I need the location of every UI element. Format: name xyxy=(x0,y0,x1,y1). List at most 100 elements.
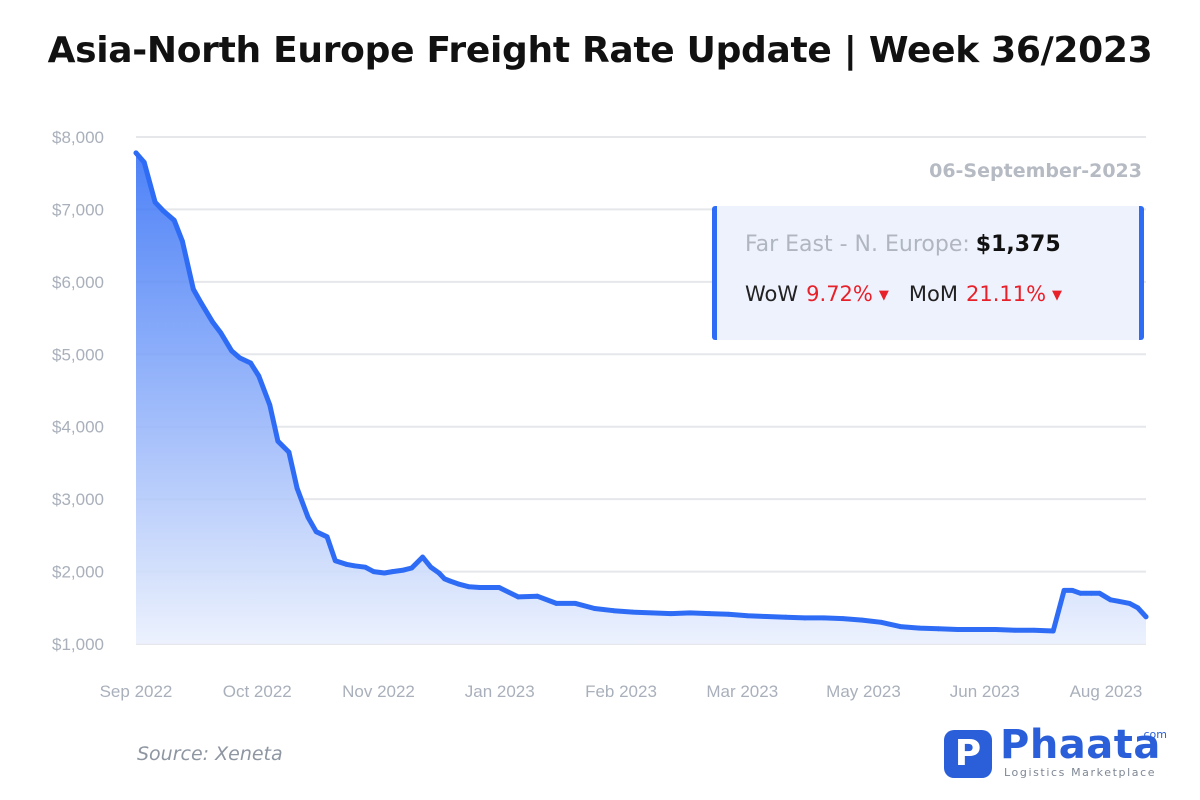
x-tick-label: Sep 2022 xyxy=(100,682,173,701)
data-point xyxy=(256,373,262,379)
data-point xyxy=(1031,627,1037,633)
data-point xyxy=(1012,627,1018,633)
caret-down-icon: ▼ xyxy=(878,288,889,303)
data-point xyxy=(313,529,319,535)
data-point xyxy=(783,614,789,620)
logo-domain: .com xyxy=(1140,728,1167,741)
data-point xyxy=(630,609,636,615)
x-tick-label: Jan 2023 xyxy=(465,682,535,701)
data-point xyxy=(745,613,750,619)
data-point xyxy=(936,626,941,632)
data-point xyxy=(993,627,999,632)
data-point xyxy=(611,608,617,614)
x-tick-label: Oct 2022 xyxy=(223,682,292,701)
x-tick-label: Aug 2023 xyxy=(1070,682,1143,701)
data-point xyxy=(275,438,281,444)
data-point xyxy=(974,627,980,632)
data-point xyxy=(390,569,395,574)
y-tick-label: $2,000 xyxy=(52,563,104,582)
x-tick-label: Jun 2023 xyxy=(950,682,1020,701)
data-point xyxy=(1050,628,1056,634)
wow-label: WoW xyxy=(745,282,799,306)
data-point xyxy=(442,576,447,582)
data-point xyxy=(152,199,158,205)
data-point xyxy=(210,319,215,325)
data-point xyxy=(725,611,731,617)
data-point xyxy=(294,485,300,491)
x-axis: Sep 2022 Oct 2022 Nov 2022 Jan 2023 Feb 2023… xyxy=(100,682,1143,701)
data-point xyxy=(141,159,147,165)
x-tick-label: Nov 2022 xyxy=(342,682,415,701)
data-point xyxy=(180,238,185,244)
data-point xyxy=(267,402,273,408)
data-point xyxy=(802,615,808,621)
data-point xyxy=(878,619,884,625)
data-point xyxy=(332,558,338,564)
data-point xyxy=(821,615,827,621)
data-point xyxy=(466,584,472,590)
data-point xyxy=(420,554,426,560)
data-point xyxy=(1061,588,1067,593)
rate-summary-card: Far East - N. Europe: $1,375 WoW 9.72% ▼ MoM… xyxy=(712,206,1144,340)
data-point xyxy=(917,625,922,631)
data-point xyxy=(324,534,330,540)
y-tick-label: $5,000 xyxy=(52,345,104,364)
data-point xyxy=(286,449,292,455)
data-point xyxy=(1089,590,1094,596)
data-point xyxy=(1097,590,1102,596)
data-point xyxy=(515,594,521,600)
data-point xyxy=(160,208,166,214)
y-tick-label: $7,000 xyxy=(52,200,104,219)
info-date: 06-September-2023 xyxy=(929,160,1142,182)
data-point xyxy=(668,611,674,616)
y-tick-label: $8,000 xyxy=(52,128,104,147)
y-tick-label: $6,000 xyxy=(52,273,104,292)
data-point xyxy=(133,150,139,156)
data-point xyxy=(1143,614,1149,620)
chart-title: Asia-North Europe Freight Rate Update | … xyxy=(47,30,1153,71)
rate-area xyxy=(136,152,1146,644)
data-point xyxy=(218,330,224,335)
logo-mark-icon: P xyxy=(944,730,992,778)
data-point xyxy=(447,578,453,584)
data-point xyxy=(190,286,196,292)
y-tick-label: $4,000 xyxy=(52,418,104,437)
data-point xyxy=(362,564,368,570)
caret-down-icon: ▼ xyxy=(1052,288,1063,303)
y-tick-label: $3,000 xyxy=(52,490,104,509)
route-label: Far East - N. Europe: xyxy=(745,232,970,257)
data-point xyxy=(436,570,442,576)
data-point xyxy=(706,611,712,616)
data-point xyxy=(409,565,415,571)
data-point xyxy=(1069,588,1075,593)
y-tick-label: $1,000 xyxy=(52,635,104,654)
data-point xyxy=(351,563,357,569)
data-point xyxy=(592,606,597,611)
wow-value: 9.72% xyxy=(806,282,873,306)
data-point xyxy=(455,581,461,587)
data-point xyxy=(553,601,559,606)
rate-line xyxy=(133,150,1149,634)
mom-label: MoM xyxy=(908,282,958,306)
data-point xyxy=(496,585,502,590)
y-axis: $1,000 $2,000 $3,000 $4,000 $5,000 $6,000 $7,0… xyxy=(52,128,104,654)
route-value: $1,375 xyxy=(975,232,1061,257)
data-point xyxy=(859,617,865,623)
data-point xyxy=(229,348,234,354)
data-point xyxy=(1135,605,1141,611)
x-tick-label: Feb 2023 xyxy=(585,682,657,701)
data-point xyxy=(199,301,204,306)
data-point xyxy=(573,601,578,606)
data-point xyxy=(764,614,769,619)
change-row: WoW 9.72% ▼ MoM 21.11% ▼ xyxy=(745,282,1062,306)
data-point xyxy=(1108,597,1113,603)
data-point xyxy=(897,624,903,630)
logo-tagline: Logistics Marketplace xyxy=(1004,766,1157,779)
data-point xyxy=(955,627,961,632)
data-point xyxy=(305,514,311,520)
source-note: Source: Xeneta xyxy=(137,743,283,765)
mom-value: 21.11% xyxy=(965,282,1047,306)
phaata-logo: P Phaata .com Logistics Marketplace xyxy=(944,722,1167,784)
data-point xyxy=(371,569,376,574)
data-point xyxy=(477,585,483,590)
